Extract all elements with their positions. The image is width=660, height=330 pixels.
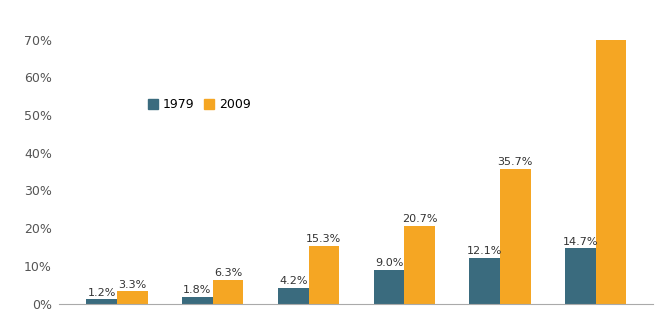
Bar <box>213 280 244 304</box>
Bar <box>117 291 148 304</box>
Bar <box>308 246 339 304</box>
Bar <box>500 169 531 304</box>
Text: 35.7%: 35.7% <box>498 157 533 167</box>
Bar <box>596 40 626 304</box>
Text: 9.0%: 9.0% <box>375 258 403 268</box>
Text: 20.7%: 20.7% <box>402 214 438 224</box>
Bar <box>565 248 596 304</box>
Text: 1.8%: 1.8% <box>183 285 212 295</box>
Text: 14.7%: 14.7% <box>563 237 598 247</box>
Bar <box>182 297 213 304</box>
Bar <box>86 299 117 304</box>
Legend: 1979, 2009: 1979, 2009 <box>143 93 256 116</box>
Bar <box>278 288 308 304</box>
Text: 4.2%: 4.2% <box>279 276 308 286</box>
Bar <box>405 225 435 304</box>
Bar <box>469 258 500 304</box>
Text: 12.1%: 12.1% <box>467 247 502 256</box>
Text: 3.3%: 3.3% <box>118 280 147 290</box>
Text: 6.3%: 6.3% <box>214 268 242 278</box>
Text: 1.2%: 1.2% <box>88 287 116 298</box>
Bar <box>374 270 405 304</box>
Text: 15.3%: 15.3% <box>306 234 341 245</box>
